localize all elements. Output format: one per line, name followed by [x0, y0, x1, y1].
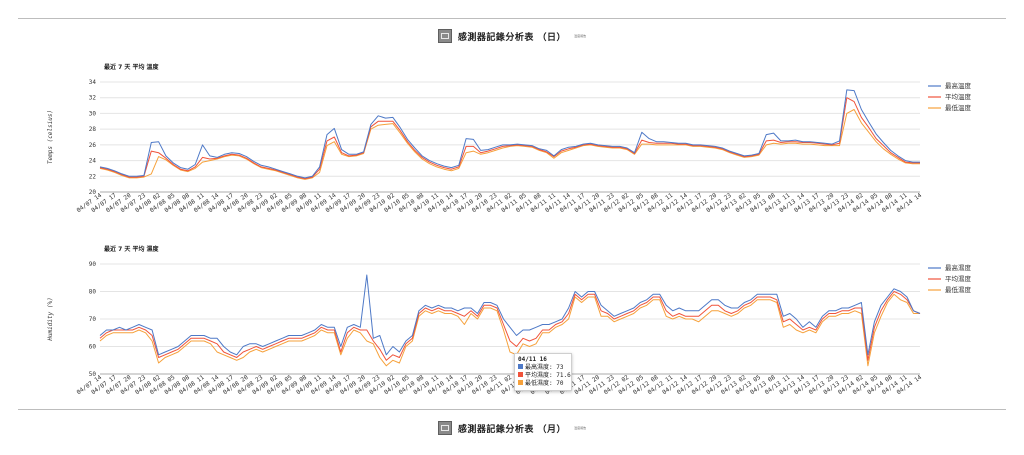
y-tick-label: 20	[89, 189, 97, 196]
legend-label-min: 最低溫度	[945, 103, 972, 112]
tooltip-label-avg: 平均濕度	[525, 372, 550, 379]
tooltip-row-avg: 平均濕度: 71.6	[518, 372, 571, 380]
daily-report-subtitle: 溫度報告	[574, 34, 587, 38]
series-line-avg	[99, 97, 920, 180]
y-tick-label: 28	[89, 126, 97, 133]
tooltip-swatch-max	[518, 364, 523, 369]
daily-report-title: 感測器記錄分析表 （日）	[457, 32, 567, 43]
series-line-min	[99, 293, 920, 367]
y-tick-label: 26	[89, 142, 97, 149]
series-line-max	[99, 89, 920, 179]
chart-title: 最近 7 天 平均 濕度	[104, 245, 160, 253]
tooltip-value-avg: 71.6	[556, 372, 571, 379]
chart-tooltip: 04/11 16 最高濕度: 73 平均濕度: 71.6 最低濕度: 70	[514, 353, 572, 391]
series-line-avg	[99, 291, 921, 361]
monthly-report-title: 感測器記錄分析表 （月）	[457, 424, 567, 435]
y-tick-label: 90	[89, 261, 97, 268]
tooltip-label-min: 最低濕度	[525, 380, 550, 387]
y-axis-label: Temps (celsius)	[47, 110, 54, 164]
y-tick-label: 50	[89, 371, 97, 378]
y-tick-label: 60	[89, 344, 97, 351]
bottom-divider	[18, 409, 1006, 410]
y-tick-label: 30	[89, 110, 97, 117]
report-thumbnail-icon	[437, 421, 452, 435]
y-tick-label: 80	[89, 289, 97, 296]
legend-label-min: 最低濕度	[945, 285, 972, 294]
y-tick-label: 32	[89, 95, 97, 102]
tooltip-row-min: 最低濕度: 70	[518, 380, 568, 388]
report-thumbnail-icon	[437, 29, 452, 43]
top-divider	[18, 18, 1006, 19]
tooltip-swatch-min	[518, 380, 523, 385]
legend-label-max: 最高濕度	[945, 263, 972, 272]
series-line-min	[99, 109, 920, 180]
legend-label-avg: 平均濕度	[945, 274, 972, 283]
tooltip-swatch-avg	[518, 372, 523, 377]
tooltip-row-max: 最高濕度: 73	[518, 364, 568, 372]
tooltip-value-max: 73	[556, 364, 564, 371]
tooltip-title: 04/11 16	[518, 356, 547, 363]
chart-title: 最近 7 天 平均 溫度	[104, 63, 160, 71]
daily-report-header: 感測器記錄分析表 （日） 溫度報告	[0, 26, 1024, 46]
y-axis-label: Humidity (%)	[47, 297, 54, 341]
monthly-report-subtitle: 溫度報告	[574, 426, 587, 430]
tooltip-value-min: 70	[556, 380, 564, 387]
temperature-chart: 最近 7 天 平均 溫度 Temps (celsius) 20 22 24 26 28 30 3…	[47, 63, 972, 214]
y-tick-label: 34	[89, 79, 97, 86]
monthly-report-header: 感測器記錄分析表 （月） 溫度報告	[0, 418, 1024, 438]
y-tick-label: 24	[89, 158, 97, 165]
legend-label-avg: 平均溫度	[945, 92, 972, 101]
y-tick-label: 22	[89, 173, 97, 180]
series-line-max	[99, 274, 921, 356]
y-tick-label: 70	[89, 316, 97, 323]
legend-label-max: 最高溫度	[945, 81, 972, 90]
tooltip-label-max: 最高濕度	[525, 364, 550, 371]
